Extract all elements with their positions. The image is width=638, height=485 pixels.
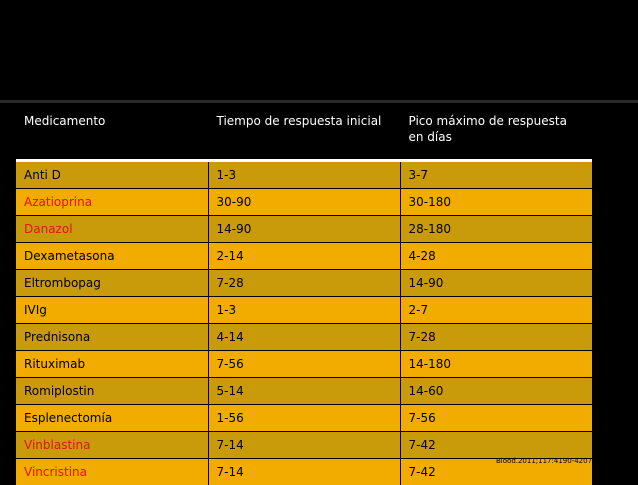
cell-drug-name: Esplenectomía [16,405,208,432]
cell-peak-response: 3-7 [400,161,592,189]
cell-peak-response: 14-90 [400,270,592,297]
citation: Blood.2011;117:4190-4207 [496,457,592,465]
cell-drug-name: Vincristina [16,459,208,485]
header-medicamento: Medicamento [16,107,208,161]
cell-peak-response: 14-180 [400,351,592,378]
drug-response-table: Medicamento Tiempo de respuesta inicial … [16,107,592,485]
cell-initial-response: 4-14 [208,324,400,351]
cell-initial-response: 1-3 [208,297,400,324]
cell-initial-response: 1-3 [208,161,400,189]
cell-drug-name: IVIg [16,297,208,324]
cell-initial-response: 7-28 [208,270,400,297]
cell-initial-response: 7-14 [208,459,400,485]
cell-initial-response: 30-90 [208,189,400,216]
cell-initial-response: 2-14 [208,243,400,270]
header-pico-maximo: Pico máximo de respuesta en días [400,107,592,161]
cell-drug-name: Prednisona [16,324,208,351]
cell-initial-response: 7-56 [208,351,400,378]
cell-drug-name: Dexametasona [16,243,208,270]
cell-peak-response: 7-28 [400,324,592,351]
cell-drug-name: Rituximab [16,351,208,378]
cell-peak-response: 2-7 [400,297,592,324]
title-area [0,0,638,100]
cell-drug-name: Danazol [16,216,208,243]
cell-initial-response: 14-90 [208,216,400,243]
cell-peak-response: 14-60 [400,378,592,405]
cell-drug-name: Romiplostin [16,378,208,405]
cell-peak-response: 7-56 [400,405,592,432]
cell-peak-response: 4-28 [400,243,592,270]
header-tiempo-respuesta: Tiempo de respuesta inicial [208,107,400,161]
cell-drug-name: Eltrombopag [16,270,208,297]
cell-peak-response: 28-180 [400,216,592,243]
header-divider [0,100,638,103]
cell-initial-response: 7-14 [208,432,400,459]
cell-drug-name: Vinblastina [16,432,208,459]
cell-initial-response: 1-56 [208,405,400,432]
table-header-row: Medicamento Tiempo de respuesta inicial … [16,107,592,161]
cell-peak-response: 30-180 [400,189,592,216]
cell-peak-response: 7-42 [400,432,592,459]
cell-initial-response: 5-14 [208,378,400,405]
cell-drug-name: Anti D [16,161,208,189]
cell-drug-name: Azatioprina [16,189,208,216]
